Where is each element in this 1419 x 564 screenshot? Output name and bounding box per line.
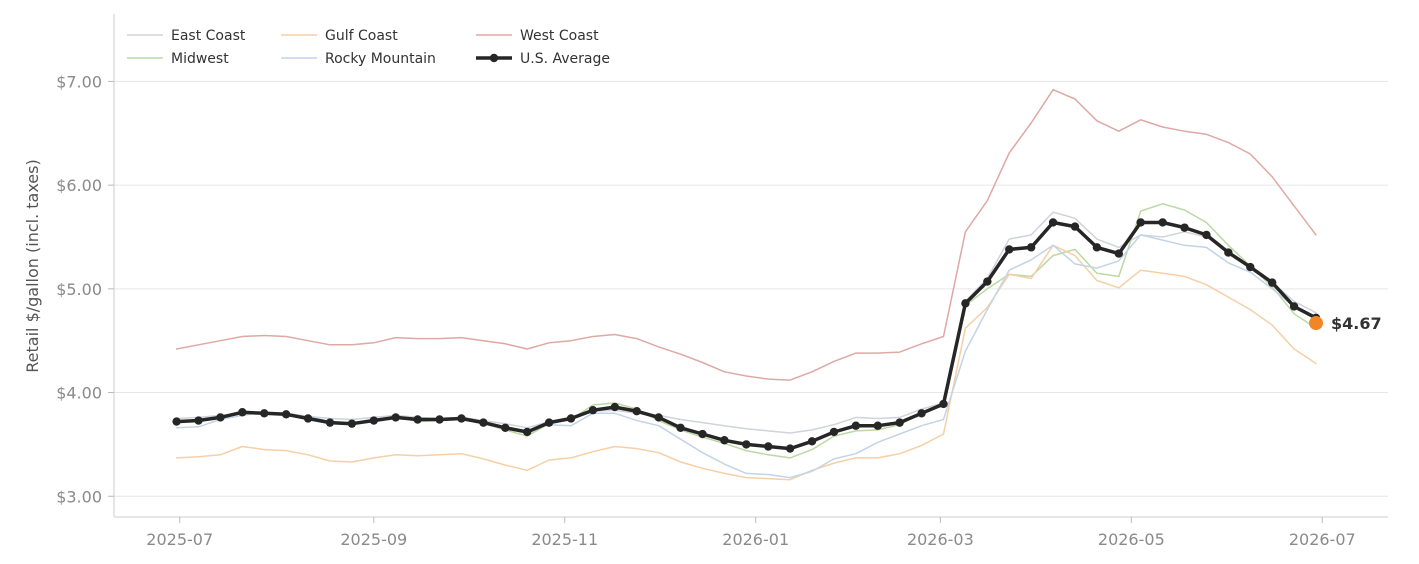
data-point-u-s-average [325, 418, 335, 427]
data-point-u-s-average [895, 418, 904, 427]
data-point-u-s-average [676, 423, 685, 433]
y-tick-label: $4.00 [56, 384, 102, 403]
data-point-u-s-average [172, 417, 181, 426]
latest-value-label: $4.67 [1331, 314, 1382, 333]
legend-label-gulf-coast: Gulf Coast [325, 28, 398, 44]
data-point-u-s-average [1224, 248, 1233, 257]
data-point-u-s-average [216, 413, 225, 422]
data-point-u-s-average [785, 444, 795, 453]
data-point-u-s-average [303, 414, 313, 423]
data-point-u-s-average [1289, 302, 1299, 311]
data-point-u-s-average [961, 299, 970, 308]
y-axis-title: Retail $/gallon (incl. taxes) [23, 159, 42, 372]
x-tick-label: 2025-11 [531, 530, 598, 549]
legend-label-u-s-average: U.S. Average [520, 51, 610, 67]
data-point-u-s-average [457, 414, 466, 423]
legend-label-midwest: Midwest [171, 51, 229, 67]
data-point-u-s-average [1180, 223, 1189, 232]
data-point-u-s-average [764, 442, 773, 451]
data-point-u-s-average [435, 415, 444, 424]
data-point-u-s-average [654, 413, 663, 422]
x-tick-label: 2025-07 [146, 530, 213, 549]
data-point-u-s-average [369, 416, 379, 425]
y-tick-label: $3.00 [56, 487, 102, 506]
data-point-u-s-average [807, 437, 817, 446]
series-lines [172, 88, 1321, 481]
data-point-u-s-average [1246, 262, 1255, 272]
data-point-u-s-average [194, 416, 203, 425]
legend: East Coast Midwest Gulf Coast Rocky Mountai… [127, 28, 610, 67]
data-point-u-s-average [501, 423, 510, 433]
series-line-u-s-average [174, 220, 1318, 451]
data-point-u-s-average [1114, 249, 1124, 258]
grid-lines [114, 80, 1388, 497]
end-annotation: $4.67 [1309, 314, 1382, 333]
data-point-u-s-average [1158, 218, 1167, 227]
data-point-u-s-average [939, 399, 948, 409]
data-point-u-s-average [281, 410, 291, 419]
data-point-u-s-average [260, 409, 269, 418]
data-point-u-s-average [851, 421, 861, 430]
series-line-east-coast [175, 211, 1317, 434]
data-point-u-s-average [566, 414, 576, 423]
x-tick-label: 2026-03 [907, 530, 974, 549]
x-tick-label: 2026-01 [722, 530, 789, 549]
data-point-u-s-average [698, 429, 707, 439]
y-tick-label: $6.00 [56, 176, 102, 195]
axes [113, 14, 1388, 518]
latest-value-marker [1309, 316, 1324, 331]
data-point-u-s-average [720, 436, 729, 445]
series-line-west-coast [175, 88, 1317, 381]
legend-label-rocky-mountain: Rocky Mountain [325, 51, 436, 67]
data-point-u-s-average [1026, 243, 1036, 252]
y-tick-label: $7.00 [56, 72, 102, 91]
x-tick-label: 2026-07 [1289, 530, 1356, 549]
x-tick-label: 2026-05 [1098, 530, 1165, 549]
data-point-u-s-average [1202, 230, 1211, 240]
data-point-u-s-average [610, 402, 620, 412]
y-tick-label: $5.00 [56, 280, 102, 299]
data-point-u-s-average [829, 427, 839, 437]
data-point-u-s-average [1092, 243, 1102, 252]
legend-label-west-coast: West Coast [520, 28, 599, 44]
data-point-u-s-average [522, 427, 532, 437]
x-tick-label: 2025-09 [340, 530, 407, 549]
tick-labels: $3.00 $4.00 $5.00 $6.00 $7.00 2025-07 2025-09 2… [56, 72, 1356, 549]
data-point-u-s-average [1070, 222, 1080, 231]
data-point-u-s-average [413, 415, 422, 424]
data-point-u-s-average [1048, 218, 1058, 227]
data-point-u-s-average [588, 405, 598, 415]
data-point-u-s-average [1005, 245, 1014, 254]
data-point-u-s-average [479, 418, 488, 427]
data-point-u-s-average [917, 409, 926, 418]
data-point-u-s-average [238, 408, 247, 417]
data-point-u-s-average [347, 419, 357, 428]
data-point-u-s-average [983, 277, 992, 286]
data-point-u-s-average [873, 421, 882, 430]
data-point-u-s-average [544, 418, 554, 427]
data-point-u-s-average [1136, 218, 1145, 227]
series-line-gulf-coast [175, 244, 1317, 481]
data-point-u-s-average [742, 440, 751, 449]
data-point-u-s-average [1267, 278, 1277, 287]
data-point-u-s-average [632, 407, 641, 416]
legend-label-east-coast: East Coast [171, 28, 246, 44]
legend-marker-u-s-average [489, 53, 499, 63]
data-point-u-s-average [391, 413, 400, 422]
